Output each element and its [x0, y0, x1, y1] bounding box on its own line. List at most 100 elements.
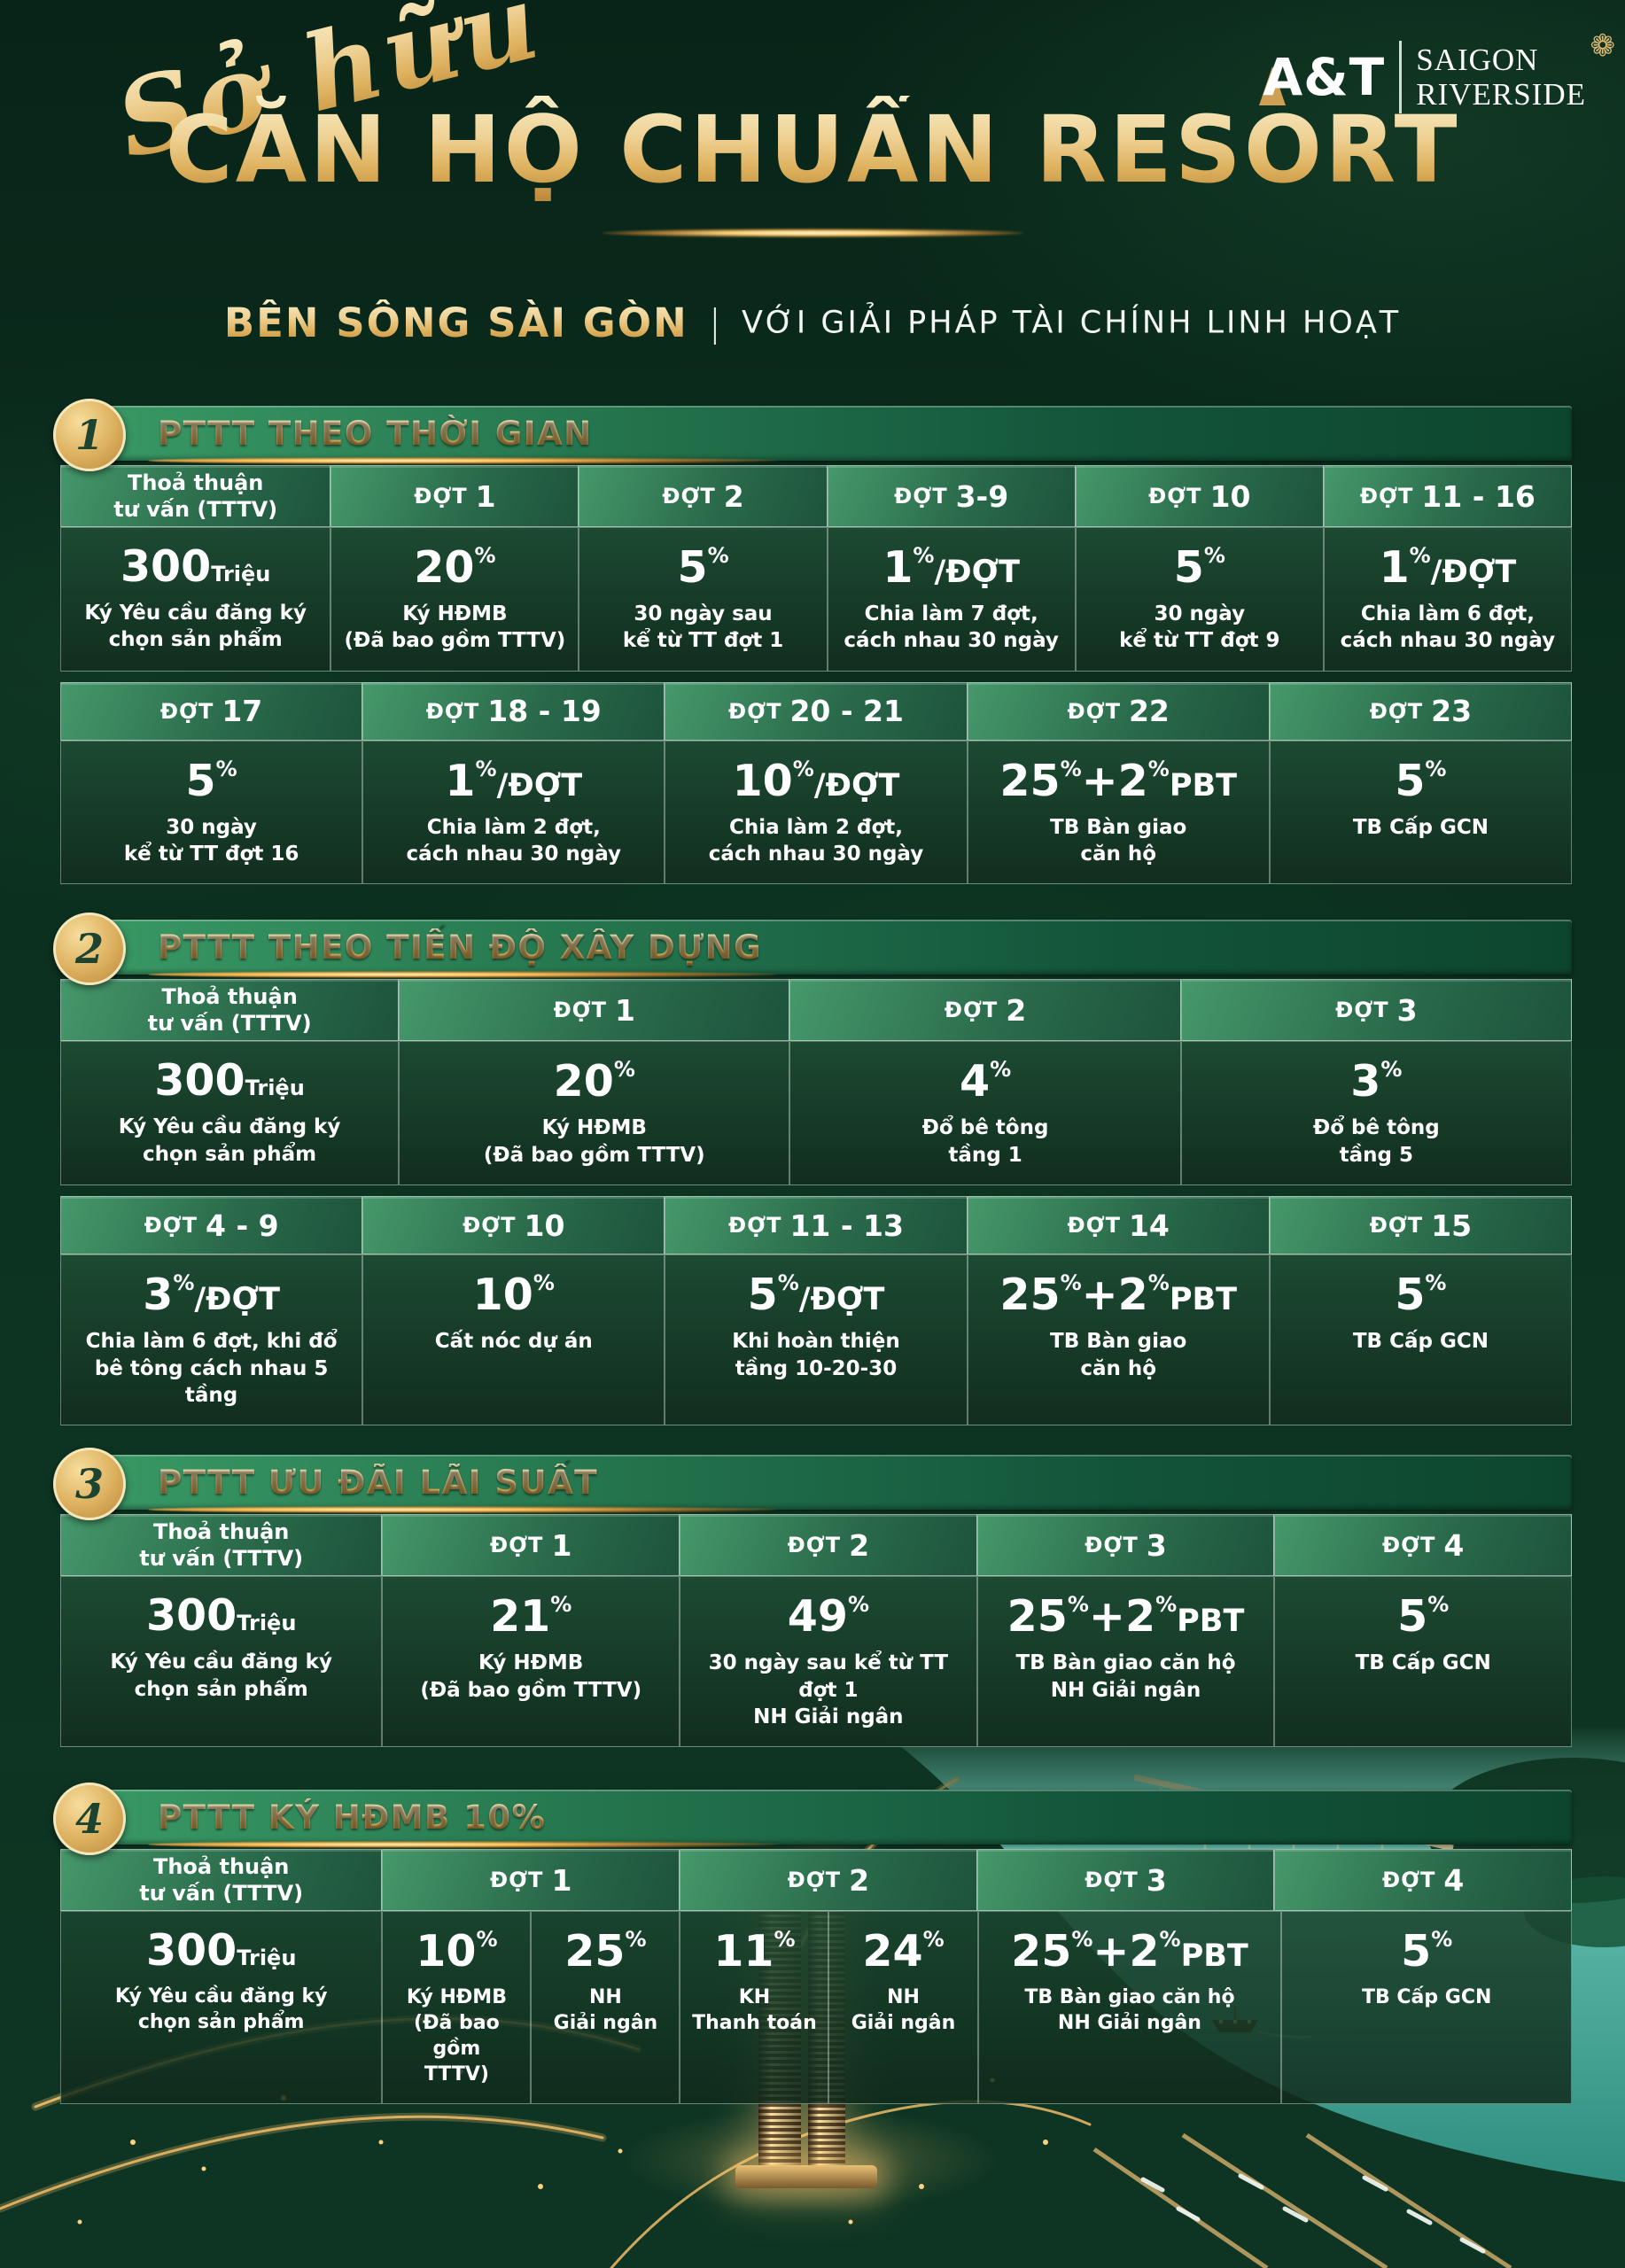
period-header-cell: ĐỢT 23 — [1269, 681, 1572, 741]
section-title: PTTT THEO TIẾN ĐỘ XÂY DỰNG — [158, 928, 762, 967]
period-header-cell: ĐỢT 1 — [382, 1849, 680, 1912]
payment-description: Chia làm 6 đợt, cách nhau 30 ngày — [1340, 602, 1556, 653]
payment-amount: 1%/ĐỢT — [882, 542, 1021, 593]
payment-amount: 5% — [1397, 1591, 1450, 1643]
flare-decoration — [147, 1841, 778, 1849]
section-title: PTTT THEO THỜI GIAN — [158, 414, 593, 453]
payment-cell: 5% 30 ngày kể từ TT đợt 9 — [1075, 527, 1324, 672]
payment-cell: 25%+2%PBT TB Bàn giao căn hộ — [967, 740, 1270, 885]
payment-cell: 300Triệu Ký Yêu cầu đăng ký chọn sản phẩm — [60, 1576, 383, 1748]
section-header-bar: 1 PTTT THEO THỜI GIAN — [53, 399, 1572, 471]
payment-section-3: 3 PTTT ƯU ĐÃI LÃI SUẤT Thoả thuận tư vấn … — [53, 1448, 1572, 1748]
period-header-row: ĐỢT 17 ĐỢT 18 - 19 ĐỢT 20 - 21 ĐỢT 22 ĐỢT 23 — [60, 681, 1572, 741]
flare-decoration — [147, 971, 778, 979]
subtitle-separator: | — [708, 301, 721, 345]
payment-cell: 3% Đổ bê tông tầng 5 — [1180, 1041, 1572, 1186]
logo-divider — [1399, 41, 1403, 113]
payment-description: TB Cấp GCN — [1352, 815, 1489, 839]
payment-amount: 5% — [1395, 755, 1447, 806]
section-number-badge: 2 — [53, 913, 126, 986]
section-header-bar: 3 PTTT ƯU ĐÃI LÃI SUẤT — [53, 1448, 1572, 1521]
period-header-cell: ĐỢT 2 — [579, 465, 828, 527]
period-header-row: Thoả thuận tư vấn (TTTV) ĐỢT 1 ĐỢT 2 ĐỢT 3 ĐỢT 4 — [60, 1849, 1572, 1912]
payment-cell: 49% 30 ngày sau kể từ TT đợt 1 NH Giải ngâ… — [680, 1576, 977, 1748]
hero-header: A&T ❁ SAIGON RIVERSIDE Sở hữu CĂN HỘ CHU… — [0, 0, 1625, 395]
payment-description: Chia làm 6 đợt, khi đổ bê tông cách nhau … — [85, 1330, 338, 1407]
payment-description: Chia làm 2 đợt, cách nhau 30 ngày — [708, 815, 924, 866]
period-header-cell: ĐỢT 2 — [789, 979, 1181, 1042]
logo-project-name: ❁ SAIGON RIVERSIDE — [1416, 30, 1615, 112]
subtitle-line: BÊN SÔNG SÀI GÒN | VỚI GIẢI PHÁP TÀI CHÍ… — [0, 299, 1625, 346]
payment-description: Ký Yêu cầu đăng ký chọn sản phẩm — [114, 1985, 328, 2034]
period-header-cell: ĐỢT 1 — [382, 1514, 680, 1577]
payment-amount: 300Triệu — [145, 1925, 297, 1977]
payment-description: TB Cấp GCN — [1352, 1330, 1489, 1354]
flare-decoration — [147, 1506, 778, 1514]
gold-triangle-icon — [1259, 66, 1287, 105]
payment-value-row: 300Triệu Ký Yêu cầu đăng ký chọn sản phẩm 2… — [60, 527, 1572, 672]
payment-cell: 300Triệu Ký Yêu cầu đăng ký chọn sản phẩm — [60, 527, 331, 672]
payment-description: TB Bàn giao căn hộ NH Giải ngân — [1015, 1651, 1236, 1702]
payment-amount: 5% — [1395, 1270, 1447, 1321]
payment-cell: 25%+2%PBT TB Bàn giao căn hộ — [967, 1254, 1270, 1426]
section-number-badge: 4 — [53, 1783, 126, 1856]
flare-decoration — [147, 457, 778, 464]
payment-cell: 300Triệu Ký Yêu cầu đăng ký chọn sản phẩm — [60, 1911, 383, 2105]
payment-description: Cất nóc dự án — [434, 1330, 593, 1354]
payment-description: Ký HĐMB (Đã bao gồm TTTV) — [344, 602, 566, 653]
period-header-cell: ĐỢT 2 — [680, 1849, 977, 1912]
payment-amount: 300Triệu — [120, 541, 271, 592]
payment-cell: 5% 30 ngày kể từ TT đợt 16 — [60, 740, 363, 885]
payment-cell: 5% TB Cấp GCN — [1281, 1911, 1572, 2105]
agreement-header-cell: Thoả thuận tư vấn (TTTV) — [60, 979, 400, 1042]
payment-cell: 25% NH Giải ngân — [531, 1911, 680, 2105]
payment-description: TB Bàn giao căn hộ NH Giải ngân — [1024, 1986, 1235, 2035]
logo-name-line1: SAIGON — [1416, 42, 1539, 77]
payment-value-row: 300Triệu Ký Yêu cầu đăng ký chọn sản phẩm 2… — [60, 1041, 1572, 1186]
payment-amount: 24% — [862, 1926, 945, 1977]
payment-amount: 25% — [564, 1926, 647, 1977]
payment-cell: 1%/ĐỢT Chia làm 2 đợt, cách nhau 30 ngày — [362, 740, 665, 885]
payment-amount: 11% — [713, 1926, 796, 1977]
payment-amount: 25%+2%PBT — [1011, 1926, 1248, 1977]
period-header-cell: ĐỢT 3 — [976, 1514, 1275, 1577]
payment-amount: 20% — [553, 1056, 635, 1107]
payment-amount: 300Triệu — [145, 1590, 297, 1642]
payment-cell: 300Triệu Ký Yêu cầu đăng ký chọn sản phẩm — [60, 1041, 400, 1186]
payment-cell: 5% TB Cấp GCN — [1269, 1254, 1572, 1426]
payment-amount: 4% — [959, 1056, 1012, 1107]
payment-table: Thoả thuận tư vấn (TTTV) ĐỢT 1 ĐỢT 2 ĐỢT 3 ĐỢT 4 3… — [60, 1514, 1572, 1748]
payment-cell: 10%/ĐỢT Chia làm 2 đợt, cách nhau 30 ngày — [665, 740, 968, 885]
period-header-cell: ĐỢT 4 — [1274, 1514, 1572, 1577]
payment-description: 30 ngày sau kể từ TT đợt 1 — [622, 602, 784, 653]
period-header-cell: ĐỢT 4 — [1274, 1849, 1572, 1912]
period-header-cell: ĐỢT 18 - 19 — [362, 681, 665, 741]
payment-description: Ký Yêu cầu đăng ký chọn sản phẩm — [84, 602, 307, 652]
agreement-header-cell: Thoả thuận tư vấn (TTTV) — [60, 1849, 383, 1912]
flower-icon: ❁ — [1590, 29, 1616, 63]
payment-description: Đổ bê tông tầng 5 — [1312, 1116, 1440, 1167]
main-title: CĂN HỘ CHUẨN RESORT — [0, 96, 1625, 204]
payment-value-row: 3%/ĐỢT Chia làm 6 đợt, khi đổ bê tông cách… — [60, 1254, 1572, 1426]
period-header-cell: ĐỢT 3 — [1180, 979, 1572, 1042]
payment-description: Ký HĐMB (Đã bao gồm TTTV) — [406, 1986, 507, 2086]
period-header-row: ĐỢT 4 - 9 ĐỢT 10 ĐỢT 11 - 13 ĐỢT 14 ĐỢT 15 — [60, 1196, 1572, 1255]
payment-description: Đổ bê tông tầng 1 — [921, 1116, 1049, 1167]
payment-description: KH Thanh toán — [692, 1986, 817, 2035]
payment-cell: 3%/ĐỢT Chia làm 6 đợt, khi đổ bê tông cách… — [60, 1254, 363, 1426]
payment-amount: 25%+2%PBT — [999, 1270, 1238, 1321]
section-number-badge: 1 — [53, 399, 126, 471]
payment-description: Chia làm 7 đợt, cách nhau 30 ngày — [844, 602, 1059, 653]
payment-cell: 10% Ký HĐMB (Đã bao gồm TTTV) — [382, 1911, 532, 2105]
payment-amount: 25%+2%PBT — [999, 755, 1238, 806]
period-header-cell: ĐỢT 17 — [60, 681, 363, 741]
payment-cell: 20% Ký HĐMB (Đã bao gồm TTTV) — [330, 527, 579, 672]
payment-cell: 5% TB Cấp GCN — [1274, 1576, 1572, 1748]
logo-brand-text: A&T — [1263, 47, 1386, 107]
period-header-row: Thoả thuận tư vấn (TTTV) ĐỢT 1 ĐỢT 2 ĐỢT 3 — [60, 979, 1572, 1042]
period-header-cell: ĐỢT 10 — [1075, 465, 1324, 527]
period-header-cell: ĐỢT 11 - 13 — [665, 1196, 968, 1255]
payment-cell: 5%/ĐỢT Khi hoàn thiện tầng 10-20-30 — [665, 1254, 968, 1426]
payment-amount: 5% — [1173, 542, 1225, 593]
payment-amount: 3%/ĐỢT — [143, 1270, 280, 1321]
